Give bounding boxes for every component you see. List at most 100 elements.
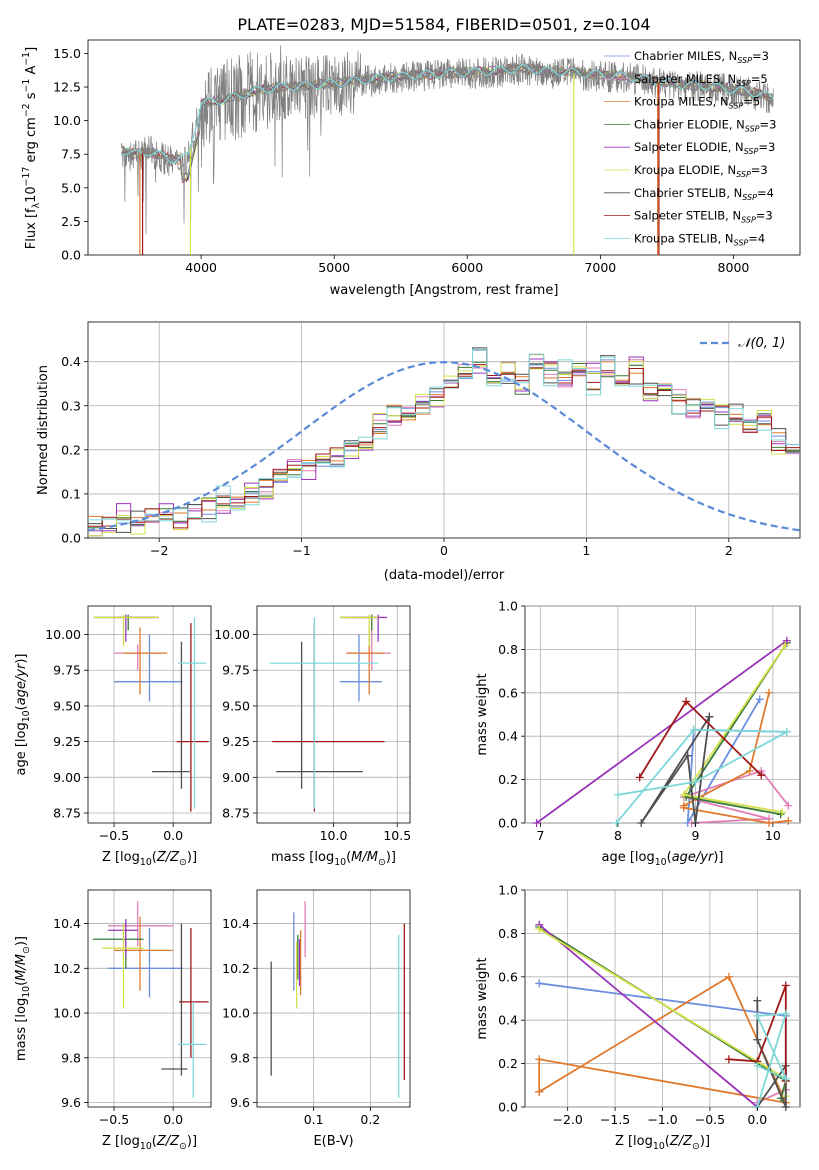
y-tick-label: 10.2	[53, 961, 81, 976]
x-tick-label: 0.0	[163, 1112, 183, 1127]
y-tick-label: 0.6	[498, 969, 518, 984]
y-tick-label: 0.8	[498, 642, 518, 657]
weight-series-line	[538, 924, 758, 1108]
x-tick-label: 4000	[185, 260, 217, 275]
y-tick-label: 0.0	[61, 248, 81, 263]
gauss-legend-label: 𝒩(0, 1)	[738, 336, 785, 351]
legend-entry: Chabrier STELIB, NSSP=4	[634, 186, 774, 202]
weight-vs-z-xlabel: Z [log10(Z/Z⊙)]	[615, 1134, 710, 1152]
spectrum-axes-frame	[87, 39, 801, 256]
y-tick-label: 10.4	[222, 916, 250, 931]
y-tick-label: 8.75	[222, 806, 250, 821]
figure-title: PLATE=0283, MJD=51584, FIBERID=0501, z=0…	[237, 15, 650, 34]
y-tick-label: 12.5	[53, 80, 81, 95]
y-tick-label: 9.8	[61, 1050, 81, 1065]
x-tick-label: 0.1	[304, 1112, 324, 1127]
y-tick-label: 0.4	[498, 729, 518, 744]
y-tick-label: 0.8	[498, 926, 518, 941]
histogram-series	[88, 348, 800, 523]
age-vs-mass: 10.0 10.5 8.75 9.00 9.25 9.50 9.75 10.00	[214, 605, 411, 843]
age-vs-z-ylabel: age [log10(age/yr)]	[14, 653, 32, 775]
mass_vs_Z-grid	[88, 890, 211, 1107]
y-tick-label: 8.75	[53, 806, 81, 821]
mass-vs-z-ylabel: mass [log10(M/M⊙)]	[14, 936, 32, 1061]
legend-entry: Salpeter MILES, NSSP=5	[634, 72, 768, 88]
x-tick-label: −0.5	[99, 1112, 129, 1127]
x-tick-label: −2.0	[552, 1112, 582, 1127]
y-tick-label: 1.0	[498, 883, 518, 898]
x-tick-label: 0.2	[360, 1112, 380, 1127]
legend-entry: Chabrier MILES, NSSP=3	[634, 49, 769, 65]
y-tick-label: 9.8	[230, 1050, 250, 1065]
y-tick-label: 9.50	[53, 698, 81, 713]
y-tick-label: 10.4	[53, 916, 81, 931]
age_vs_mass-grid	[257, 606, 410, 823]
y-tick-label: 9.6	[61, 1095, 81, 1110]
y-tick-label: 0.4	[61, 354, 81, 369]
y-tick-label: 2.5	[61, 214, 81, 229]
y-tick-label: 9.6	[230, 1095, 250, 1110]
residuals-axes: −2 −1 0 1 2 0.0 0.1 0.2 0.3 0.4	[61, 321, 801, 558]
x-tick-label: 7	[537, 828, 545, 843]
residuals-ylabel: Normed distribution	[36, 365, 51, 495]
y-tick-label: 0.2	[498, 1056, 518, 1071]
y-tick-label: 9.25	[222, 734, 250, 749]
x-tick-label: 10.5	[383, 828, 411, 843]
y-tick-label: 9.75	[222, 663, 250, 678]
gaussian-curve	[87, 360, 801, 532]
weight-vs-age-ylabel: mass weight	[475, 673, 490, 755]
x-tick-label: 0	[440, 543, 448, 558]
weight-vs-z-ylabel: mass weight	[475, 957, 490, 1039]
weight-series-line	[638, 700, 762, 778]
legend-entry: Chabrier ELODIE, NSSP=3	[634, 117, 776, 133]
y-tick-label: 5.0	[61, 180, 81, 195]
y-tick-label: 9.00	[222, 770, 250, 785]
x-tick-label: 0.0	[163, 828, 183, 843]
x-tick-label: −0.5	[695, 1112, 725, 1127]
y-tick-label: 0.2	[61, 442, 81, 457]
weight-vs-age: 7 8 9 10 0.0 0.2 0.4 0.6 0.8 1.0	[498, 599, 801, 843]
y-tick-label: 9.25	[53, 734, 81, 749]
y-tick-label: 9.00	[53, 770, 81, 785]
y-tick-label: 0.0	[498, 1100, 518, 1115]
y-tick-label: 0.3	[61, 398, 81, 413]
weight-vs-z: −2.0 −1.5 −1.0 −0.5 0.0 0.0 0.2 0.4 0.6 0.8 1.0	[498, 883, 801, 1127]
y-tick-label: 9.50	[222, 698, 250, 713]
age-vs-z-xlabel: Z [log10(Z/Z⊙)]	[102, 850, 197, 868]
x-tick-label: −0.5	[99, 828, 129, 843]
age-vs-mass-xlabel: mass [log10(M/M⊙)]	[271, 850, 396, 868]
spectrum-xlabel: wavelength [Angstrom, rest frame]	[330, 283, 559, 298]
x-tick-label: −1.0	[647, 1112, 677, 1127]
y-tick-label: 10.00	[214, 627, 250, 642]
y-tick-label: 15.0	[53, 46, 81, 61]
x-tick-label: 0.0	[747, 1112, 767, 1127]
y-tick-label: 0.0	[498, 816, 518, 831]
y-tick-label: 10.2	[222, 961, 250, 976]
observed-spectrum-line	[120, 45, 774, 235]
mass_vs_ebv-grid	[257, 890, 410, 1107]
residuals-xlabel: (data-model)/error	[384, 568, 505, 583]
x-tick-label: 6000	[451, 260, 483, 275]
x-tick-label: 7000	[584, 260, 616, 275]
x-tick-label: 8000	[718, 260, 750, 275]
y-tick-label: 0.0	[61, 531, 81, 546]
spectrum-ylabel: Flux [fλ10−17 erg cm−2 s−1 A−1]	[21, 47, 42, 249]
x-tick-label: 10.0	[320, 828, 348, 843]
mass-vs-ebv: 0.1 0.2 9.6 9.8 10.0 10.2 10.4	[222, 889, 411, 1127]
x-tick-label: 2	[725, 543, 733, 558]
y-tick-label: 7.5	[61, 147, 81, 162]
x-tick-label: 10	[765, 828, 781, 843]
histogram-series	[88, 362, 800, 529]
age-vs-z: −0.5 0.0 8.75 9.00 9.25 9.50 9.75 10.00	[45, 605, 212, 843]
y-tick-label: 0.4	[498, 1013, 518, 1028]
weight-vs-age-xlabel: age [log10(age/yr)]	[601, 850, 723, 868]
age-vs-z-frame	[87, 605, 212, 824]
legend-entry: Kroupa MILES, NSSP=5	[634, 95, 760, 111]
y-tick-label: 0.2	[498, 772, 518, 787]
weight-series-line	[640, 716, 711, 824]
y-tick-label: 0.1	[61, 486, 81, 501]
mass-vs-z: −0.5 0.0 9.6 9.8 10.0 10.2 10.4	[53, 889, 212, 1127]
y-tick-label: 9.75	[53, 663, 81, 678]
legend-entry: Kroupa STELIB, NSSP=4	[634, 231, 765, 247]
